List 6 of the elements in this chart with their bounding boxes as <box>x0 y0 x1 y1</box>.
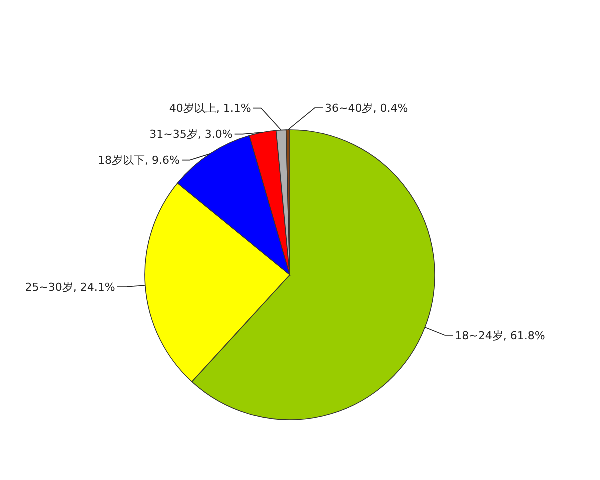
slice-label: 40岁以上, 1.1% <box>169 102 252 116</box>
slice-label: 36~40岁, 0.4% <box>325 102 408 115</box>
slice-label: 18~24岁, 61.8% <box>455 329 546 342</box>
slice-label: 31~35岁, 3.0% <box>150 128 233 142</box>
slice-label: 25~30岁, 24.1% <box>25 280 116 294</box>
slice-label: 18岁以下, 9.6% <box>98 154 180 168</box>
